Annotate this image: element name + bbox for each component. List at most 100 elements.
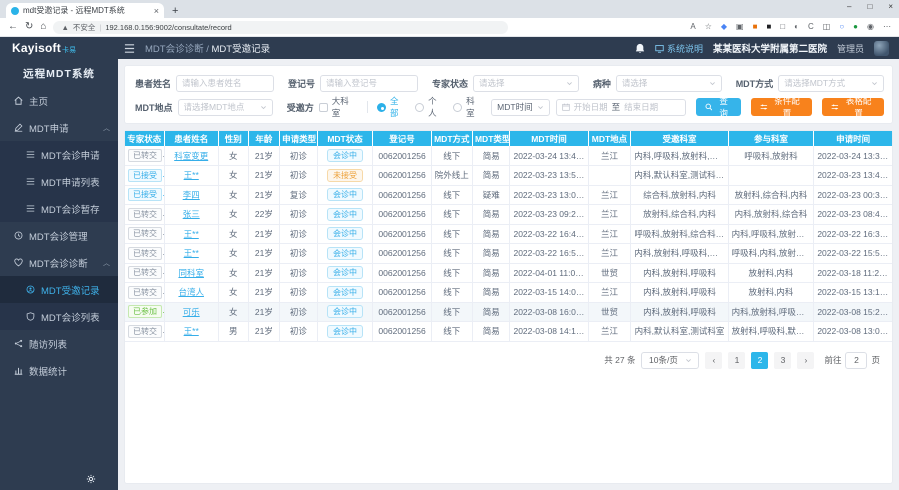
browser-toolbar-icon[interactable]: C <box>808 23 814 31</box>
goto-page-input[interactable] <box>845 352 867 369</box>
patient-name-link[interactable]: 张三 <box>183 209 200 219</box>
settings-gear-icon[interactable] <box>86 474 96 484</box>
notification-bell-icon[interactable] <box>635 43 645 54</box>
table-row[interactable]: 已转交 科室变更 女 21岁 初诊 会诊中 0062001256 线下 简易 2… <box>125 146 892 166</box>
prev-page-button[interactable]: ‹ <box>705 352 722 369</box>
window-minimize-button[interactable]: – <box>847 2 851 11</box>
patient-name-link[interactable]: 王** <box>184 248 199 258</box>
tab-close-icon[interactable]: × <box>154 6 159 16</box>
home-icon[interactable]: ⌂ <box>40 22 46 32</box>
sidebar-item-mdt-invite-record[interactable]: MDT受邀记录 <box>0 276 118 303</box>
window-maximize-button[interactable]: □ <box>867 2 872 11</box>
mdt-place-select[interactable]: 请选择MDT地点 <box>178 99 273 116</box>
browser-toolbar-icon[interactable]: ◉ <box>867 23 874 31</box>
system-doc-link[interactable]: 系统说明 <box>655 42 703 55</box>
browser-toolbar-icon[interactable]: ▣ <box>736 23 744 31</box>
patient-name-link[interactable]: 台湾人 <box>178 287 204 297</box>
disease-select[interactable]: 请选择 <box>616 75 722 92</box>
table-header-cell[interactable]: 申请时间 <box>814 131 892 146</box>
window-close-button[interactable]: × <box>888 2 893 11</box>
sidebar-item-home[interactable]: 主页 <box>0 87 118 114</box>
mdt-mode-select[interactable]: 请选择MDT方式 <box>778 75 884 92</box>
sidebar-item-mdt-consult-list[interactable]: MDT会诊列表 <box>0 303 118 330</box>
sidebar-item-statistics[interactable]: 数据统计 <box>0 357 118 384</box>
browser-toolbar-icon[interactable]: ⋯ <box>883 23 891 31</box>
table-header-cell[interactable]: 受邀科室 <box>631 131 728 146</box>
sidebar-item-mdt-apply-list[interactable]: MDT申请列表 <box>0 168 118 195</box>
sidebar-item-mdt-diagnosis[interactable]: MDT会诊诊断 ︿ <box>0 249 118 276</box>
browser-toolbar-icon[interactable]: ● <box>853 23 858 31</box>
page-number-button[interactable]: 1 <box>728 352 745 369</box>
table-header-cell[interactable]: 患者姓名 <box>164 131 218 146</box>
table-header-cell[interactable]: 专家状态 <box>125 131 164 146</box>
table-header-cell[interactable]: MDT地点 <box>588 131 631 146</box>
browser-toolbar-icon[interactable]: ◆ <box>721 23 727 31</box>
back-icon[interactable]: ← <box>8 22 18 32</box>
page-number-button[interactable]: 2 <box>751 352 768 369</box>
patient-name-input[interactable] <box>176 75 274 92</box>
patient-name-link[interactable]: 可乐 <box>183 307 200 317</box>
sidebar-item-mdt-manage[interactable]: MDT会诊管理 <box>0 222 118 249</box>
table-row[interactable]: 已转交 张三 女 22岁 初诊 会诊中 0062001256 线下 简易 202… <box>125 205 892 225</box>
user-role[interactable]: 管理员 <box>837 42 864 55</box>
browser-toolbar-icon[interactable]: ☆ <box>705 23 712 31</box>
new-tab-button[interactable]: + <box>172 5 178 17</box>
big-dept-checkbox[interactable]: 大科室 <box>319 95 356 119</box>
table-header-cell[interactable]: 申请类型 <box>280 131 318 146</box>
browser-toolbar-icon[interactable]: ◫ <box>823 23 831 31</box>
mdt-time-cell: 2022-03-08 14:10:00 <box>510 322 588 342</box>
search-button[interactable]: 查询 <box>696 98 741 116</box>
page-number-button[interactable]: 3 <box>774 352 791 369</box>
table-header-cell[interactable]: 年龄 <box>248 131 279 146</box>
sidebar-item-mdt-consult-apply[interactable]: MDT会诊申请 <box>0 141 118 168</box>
date-range-picker[interactable]: 开始日期 至 结束日期 <box>556 99 686 116</box>
table-header-cell[interactable]: MDT类型 <box>472 131 510 146</box>
browser-toolbar-icon[interactable]: ■ <box>766 23 771 31</box>
menu-fold-icon[interactable] <box>124 43 135 54</box>
page-size-select[interactable]: 10条/页 <box>641 352 699 369</box>
table-header-cell[interactable]: 登记号 <box>373 131 431 146</box>
sidebar-item-mdt-draft[interactable]: MDT会诊暂存 <box>0 195 118 222</box>
browser-toolbar-icon[interactable]: ◐ <box>794 23 799 31</box>
breadcrumb-section[interactable]: MDT会诊诊断 <box>145 44 204 55</box>
table-header-cell[interactable]: MDT时间 <box>510 131 588 146</box>
browser-toolbar-icon[interactable]: ○ <box>839 23 844 31</box>
time-type-select[interactable]: MDT时间 <box>491 99 549 116</box>
table-header-cell[interactable]: MDT状态 <box>317 131 373 146</box>
reg-no-input[interactable] <box>320 75 418 92</box>
patient-name-link[interactable]: 王** <box>184 170 199 180</box>
radio-personal[interactable]: 个人 <box>415 95 444 119</box>
user-avatar[interactable] <box>874 41 889 56</box>
patient-name-link[interactable]: 同科室 <box>178 268 204 278</box>
address-bar[interactable]: ▲ 不安全 | 192.168.0.156:9002/consultate/re… <box>53 21 508 34</box>
patient-name-link[interactable]: 王** <box>184 326 199 336</box>
table-row[interactable]: 已接受 王** 女 21岁 初诊 未接受 0062001256 院外线上 简易 … <box>125 166 892 186</box>
radio-all[interactable]: 全部 <box>377 95 406 119</box>
next-page-button[interactable]: › <box>797 352 814 369</box>
condition-config-button[interactable]: 条件配置 <box>751 98 813 116</box>
table-row[interactable]: 已转交 王** 女 21岁 初诊 会诊中 0062001256 线下 简易 20… <box>125 244 892 264</box>
table-row[interactable]: 已转交 王** 男 21岁 初诊 会诊中 0062001256 线下 简易 20… <box>125 322 892 342</box>
table-header-cell[interactable]: MDT方式 <box>431 131 472 146</box>
sidebar-item-followup-list[interactable]: 随访列表 <box>0 330 118 357</box>
table-row[interactable]: 已接受 李四 女 21岁 复诊 会诊中 0062001256 线下 疑难 202… <box>125 185 892 205</box>
patient-name-link[interactable]: 王** <box>184 229 199 239</box>
radio-dept[interactable]: 科室 <box>453 95 482 119</box>
table-header-cell[interactable]: 性别 <box>218 131 248 146</box>
browser-toolbar-icon[interactable]: □ <box>780 23 785 31</box>
patient-name-link[interactable]: 李四 <box>183 190 200 200</box>
table-config-button[interactable]: 表格配置 <box>822 98 884 116</box>
expert-status-select[interactable]: 请选择 <box>473 75 579 92</box>
sidebar-item-mdt-apply[interactable]: MDT申请 ︿ <box>0 114 118 141</box>
table-row[interactable]: 已转交 台湾人 女 21岁 初诊 会诊中 0062001256 线下 简易 20… <box>125 283 892 303</box>
patient-name-link[interactable]: 科室变更 <box>174 151 208 161</box>
sidebar-item-label: 主页 <box>29 94 48 108</box>
browser-toolbar-icon[interactable]: ■ <box>753 23 758 31</box>
browser-toolbar-icon[interactable]: A <box>690 23 695 31</box>
table-row[interactable]: 已转交 同科室 女 21岁 初诊 会诊中 0062001256 线下 简易 20… <box>125 263 892 283</box>
browser-tab[interactable]: mdt受邀记录 - 远程MDT系统 × <box>6 3 164 18</box>
table-row[interactable]: 已参加 可乐 女 21岁 初诊 会诊中 0062001256 线下 简易 202… <box>125 302 892 322</box>
table-row[interactable]: 已转交 王** 女 21岁 初诊 会诊中 0062001256 线下 简易 20… <box>125 224 892 244</box>
reload-icon[interactable]: ↻ <box>25 22 33 32</box>
table-header-cell[interactable]: 参与科室 <box>728 131 814 146</box>
